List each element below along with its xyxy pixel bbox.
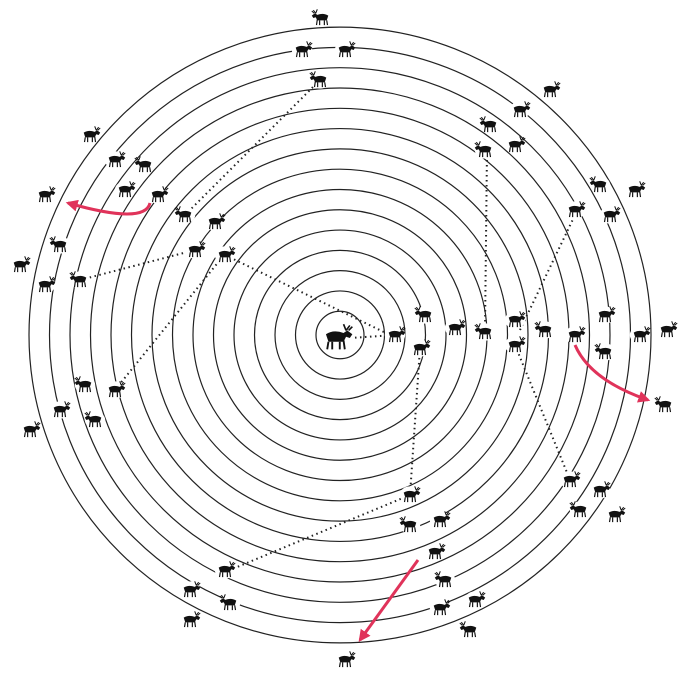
moose: [424, 542, 446, 562]
moose: [594, 342, 616, 362]
moose: [134, 155, 156, 175]
moose: [629, 325, 651, 345]
arrow: [65, 199, 152, 216]
moose: [219, 593, 241, 613]
moose: [49, 235, 71, 255]
moose: [384, 325, 406, 345]
moose: [479, 115, 501, 135]
moose: [309, 70, 331, 90]
moose: [174, 205, 196, 225]
links: [79, 79, 576, 571]
ring: [233, 229, 447, 441]
link: [519, 214, 576, 331]
moose: [564, 200, 586, 220]
moose: [534, 320, 556, 340]
moose: [624, 180, 646, 200]
moose: [429, 598, 451, 618]
moose: [504, 335, 526, 355]
moose: [654, 395, 676, 415]
moose: [311, 8, 333, 28]
link: [409, 347, 421, 496]
moose: [564, 325, 586, 345]
moose: [474, 322, 496, 342]
moose: [9, 255, 31, 275]
ring: [212, 209, 468, 461]
moose: [291, 40, 313, 60]
moose: [434, 570, 456, 590]
moose: [429, 510, 451, 530]
moose: [79, 125, 101, 145]
moose: [399, 515, 421, 535]
moose: [474, 140, 496, 160]
moose: [84, 410, 106, 430]
moose: [334, 650, 356, 670]
moose: [179, 610, 201, 630]
arrow: [573, 344, 651, 403]
link: [229, 494, 411, 571]
moose: [569, 500, 591, 520]
moose: [34, 275, 56, 295]
moose: [509, 100, 531, 120]
moose: [214, 560, 236, 580]
moose: [69, 270, 91, 290]
moose: [114, 180, 136, 200]
moose: [594, 305, 616, 325]
moose: [104, 150, 126, 170]
ring: [171, 168, 509, 502]
moose: [599, 205, 621, 225]
moose: [604, 505, 626, 525]
moose: [74, 375, 96, 395]
moose: [104, 380, 126, 400]
moose: [464, 590, 486, 610]
ring: [294, 290, 386, 380]
moose: [409, 338, 431, 358]
moose: [179, 580, 201, 600]
moose: [539, 80, 561, 100]
moose: [399, 485, 421, 505]
arrow: [358, 559, 420, 642]
moose: [656, 320, 678, 340]
ring: [69, 67, 611, 603]
moose: [589, 480, 611, 500]
ring: [89, 87, 591, 583]
moose: [214, 245, 236, 265]
arrows: [65, 199, 651, 642]
moose: [559, 470, 581, 490]
link: [514, 344, 571, 481]
moose: [444, 318, 466, 338]
moose: [504, 310, 526, 330]
moose: [49, 400, 71, 420]
link: [184, 79, 321, 216]
moose: [589, 175, 611, 195]
moose: [147, 185, 169, 205]
ring: [28, 26, 652, 644]
ring: [253, 249, 427, 421]
link: [224, 254, 391, 336]
moose: [19, 420, 41, 440]
moose: [504, 135, 526, 155]
link: [484, 149, 488, 331]
moose-center: [318, 323, 354, 353]
moose: [184, 240, 206, 260]
moose: [334, 40, 356, 60]
moose: [414, 305, 436, 325]
moose: [34, 185, 56, 205]
ring: [315, 310, 365, 360]
moose: [204, 212, 226, 232]
ring: [151, 148, 529, 522]
moose: [459, 620, 481, 640]
